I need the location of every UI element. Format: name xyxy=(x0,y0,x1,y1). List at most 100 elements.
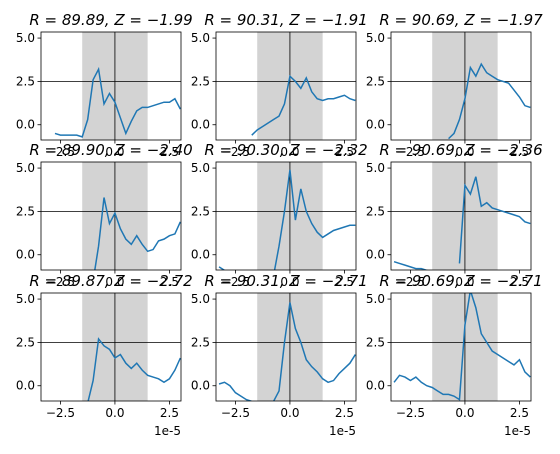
subplot-title: R = 90.69, Z = −1.97 xyxy=(379,11,543,29)
line xyxy=(393,293,531,401)
x-tick-label: 0.0 xyxy=(105,275,124,289)
x-tick-label: −2.5 xyxy=(396,145,425,159)
subplot-title: R = 89.89, Z = −1.99 xyxy=(29,11,192,29)
y-tick-label: 0.0 xyxy=(366,379,385,393)
x-tick-label: 0.0 xyxy=(280,145,299,159)
y-tick-label: 2.5 xyxy=(191,335,210,349)
plot-area xyxy=(216,162,356,270)
axes-frame xyxy=(390,31,532,141)
x-tick-label: 0.0 xyxy=(105,406,124,420)
axes-frame xyxy=(215,161,357,271)
x-tick-label: 0.0 xyxy=(105,145,124,159)
x-tick-label: 0.0 xyxy=(455,275,474,289)
x-tick-label: −2.5 xyxy=(221,145,250,159)
x-tick-label: 2.5 xyxy=(335,275,354,289)
subplot-title: R = 89.90, Z = −2.40 xyxy=(29,141,192,159)
y-tick-label: 5.0 xyxy=(366,31,385,45)
y-tick-label: 5.0 xyxy=(191,292,210,306)
x-offset-label: 1e-5 xyxy=(329,424,356,438)
y-tick-label: 2.5 xyxy=(16,335,35,349)
subplot-title: R = 90.69, Z = −2.36 xyxy=(379,141,542,159)
y-tick-label: 2.5 xyxy=(16,74,35,88)
y-tick-label: 0.0 xyxy=(366,248,385,262)
x-tick-label: 2.5 xyxy=(160,145,179,159)
x-tick-label: 2.5 xyxy=(510,145,529,159)
y-tick-label: 5.0 xyxy=(366,292,385,306)
x-tick-label: −2.5 xyxy=(221,406,250,420)
x-tick-label: 0.0 xyxy=(455,406,474,420)
x-tick-label: −2.5 xyxy=(46,406,75,420)
y-tick-label: 5.0 xyxy=(16,161,35,175)
subplot: −2.5 0.0 2.5 0.0 2.5 5.0 R = 90.31, Z = −1.91 xyxy=(191,11,368,159)
line xyxy=(54,66,181,138)
x-tick-label: −2.5 xyxy=(396,406,425,420)
y-tick-label: 5.0 xyxy=(16,292,35,306)
plot-area xyxy=(41,32,181,140)
subplot: −2.5 0.0 2.5 0.0 2.5 5.0 R = 89.90, Z = −2.40 xyxy=(16,141,193,289)
x-tick-label: 2.5 xyxy=(510,406,529,420)
axes-frame xyxy=(215,292,357,402)
plot-area xyxy=(216,293,356,401)
subplot: −2.5 0.0 2.5 0.0 2.5 5.0 R = 89.89, Z = −1.99 xyxy=(16,11,193,159)
plot-area xyxy=(391,32,531,140)
x-tick-label: 2.5 xyxy=(335,406,354,420)
axes-frame xyxy=(40,161,182,271)
line xyxy=(94,197,181,270)
line xyxy=(448,62,531,140)
x-offset-label: 1e-5 xyxy=(154,424,181,438)
y-tick-label: 2.5 xyxy=(191,74,210,88)
y-tick-label: 5.0 xyxy=(16,31,35,45)
plot-area xyxy=(216,32,356,140)
plot-area xyxy=(41,293,181,401)
axes-frame xyxy=(215,31,357,141)
x-tick-label: −2.5 xyxy=(46,145,75,159)
plot-area xyxy=(41,162,181,270)
plot-area xyxy=(391,293,531,401)
subplot: −2.5 0.0 2.5 0.0 2.5 5.0 R = 90.69, Z = −2.71 1… xyxy=(366,272,543,438)
x-tick-label: 2.5 xyxy=(510,275,529,289)
y-tick-label: 2.5 xyxy=(366,74,385,88)
y-tick-label: 5.0 xyxy=(191,31,210,45)
subplot: −2.5 0.0 2.5 0.0 2.5 5.0 R = 90.69, Z = −2.36 xyxy=(366,141,543,289)
line xyxy=(87,337,181,401)
subplot-title: R = 90.31, Z = −1.91 xyxy=(204,11,367,29)
subplot: −2.5 0.0 2.5 0.0 2.5 5.0 R = 89.87, Z = −2.72 1… xyxy=(16,272,193,438)
y-tick-label: 5.0 xyxy=(191,161,210,175)
x-offset-label: 1e-5 xyxy=(504,424,531,438)
plot-area xyxy=(391,162,531,270)
y-tick-label: 2.5 xyxy=(191,204,210,218)
x-tick-label: 0.0 xyxy=(455,145,474,159)
y-tick-label: 2.5 xyxy=(16,204,35,218)
axes-frame xyxy=(40,292,182,402)
subplot-title: R = 90.31, Z = −2.71 xyxy=(204,272,367,290)
y-tick-label: 2.5 xyxy=(366,335,385,349)
y-tick-label: 2.5 xyxy=(366,204,385,218)
subplot: −2.5 0.0 2.5 0.0 2.5 5.0 R = 90.30, Z = −2.32 xyxy=(191,141,368,289)
y-tick-label: 0.0 xyxy=(191,379,210,393)
subplot-title: R = 90.30, Z = −2.32 xyxy=(204,141,367,159)
subplot: −2.5 0.0 2.5 0.0 2.5 5.0 R = 90.31, Z = −2.71 1… xyxy=(191,272,368,438)
x-tick-label: 2.5 xyxy=(160,406,179,420)
subplot-title: R = 89.87, Z = −2.72 xyxy=(29,272,192,290)
y-tick-label: 0.0 xyxy=(191,118,210,132)
axes-frame xyxy=(390,161,532,271)
x-tick-label: 2.5 xyxy=(160,275,179,289)
x-tick-label: 2.5 xyxy=(335,145,354,159)
x-tick-label: −2.5 xyxy=(221,275,250,289)
x-tick-label: −2.5 xyxy=(396,275,425,289)
line xyxy=(218,169,356,270)
line xyxy=(218,302,356,401)
x-tick-label: −2.5 xyxy=(46,275,75,289)
axes-frame xyxy=(40,31,182,141)
x-tick-label: 0.0 xyxy=(280,406,299,420)
subplot-title: R = 90.69, Z = −2.71 xyxy=(379,272,542,290)
y-tick-label: 0.0 xyxy=(366,118,385,132)
axes-frame xyxy=(390,292,532,402)
y-tick-label: 0.0 xyxy=(16,248,35,262)
y-tick-label: 0.0 xyxy=(16,379,35,393)
y-tick-label: 0.0 xyxy=(16,118,35,132)
x-tick-label: 0.0 xyxy=(280,275,299,289)
line xyxy=(251,74,356,136)
y-tick-label: 5.0 xyxy=(366,161,385,175)
